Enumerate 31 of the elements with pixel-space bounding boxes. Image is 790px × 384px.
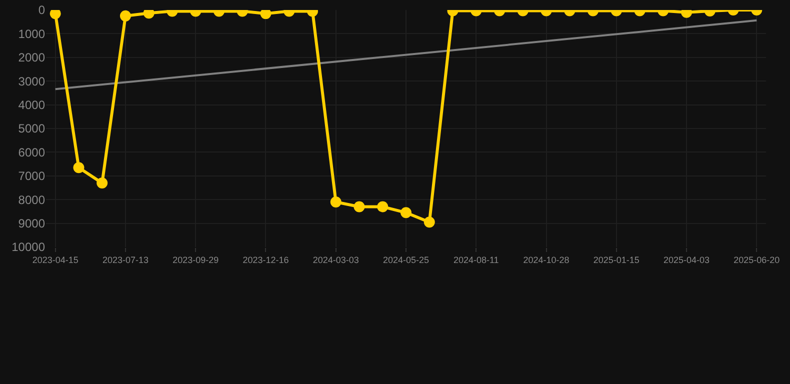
x-tick-label: 2024-10-28 — [523, 254, 570, 265]
y-tick-label: 6000 — [18, 145, 46, 160]
x-tick-label: 2023-12-16 — [242, 254, 289, 265]
y-tick-label: 0 — [38, 3, 46, 18]
y-tick-label: 5000 — [18, 122, 46, 136]
y-tick-label: 1000 — [18, 26, 46, 41]
y-tick-label: 7000 — [18, 169, 46, 184]
point — [96, 178, 108, 189]
point — [354, 201, 365, 212]
x-tick-label: 2025-06-20 — [734, 254, 780, 265]
y-tick-label: 8000 — [18, 192, 46, 207]
x-tick-label: 2024-03-03 — [312, 254, 359, 265]
point — [260, 10, 272, 20]
x-tick-label: 2023-04-15 — [32, 254, 78, 265]
point — [330, 196, 342, 208]
x-tick-label: 2025-01-15 — [593, 254, 640, 265]
x-tick-label: 2025-04-03 — [663, 254, 710, 265]
x-tick-label: 2024-08-11 — [453, 254, 499, 265]
y-tick-label: 10000 — [12, 240, 46, 254]
x-tick-label: 2023-09-29 — [172, 254, 219, 265]
point — [400, 207, 412, 218]
point — [50, 10, 61, 20]
y-tick-label: 2000 — [18, 50, 46, 65]
point — [73, 162, 84, 174]
point — [424, 216, 435, 228]
y-tick-label: 3000 — [18, 74, 46, 88]
y-tick-label: 9000 — [18, 216, 46, 230]
x-tick-label: 2024-05-25 — [382, 254, 430, 265]
y-tick-label: 4000 — [18, 98, 46, 112]
x-tick-label: 2023-07-13 — [102, 254, 149, 265]
point — [377, 201, 388, 212]
